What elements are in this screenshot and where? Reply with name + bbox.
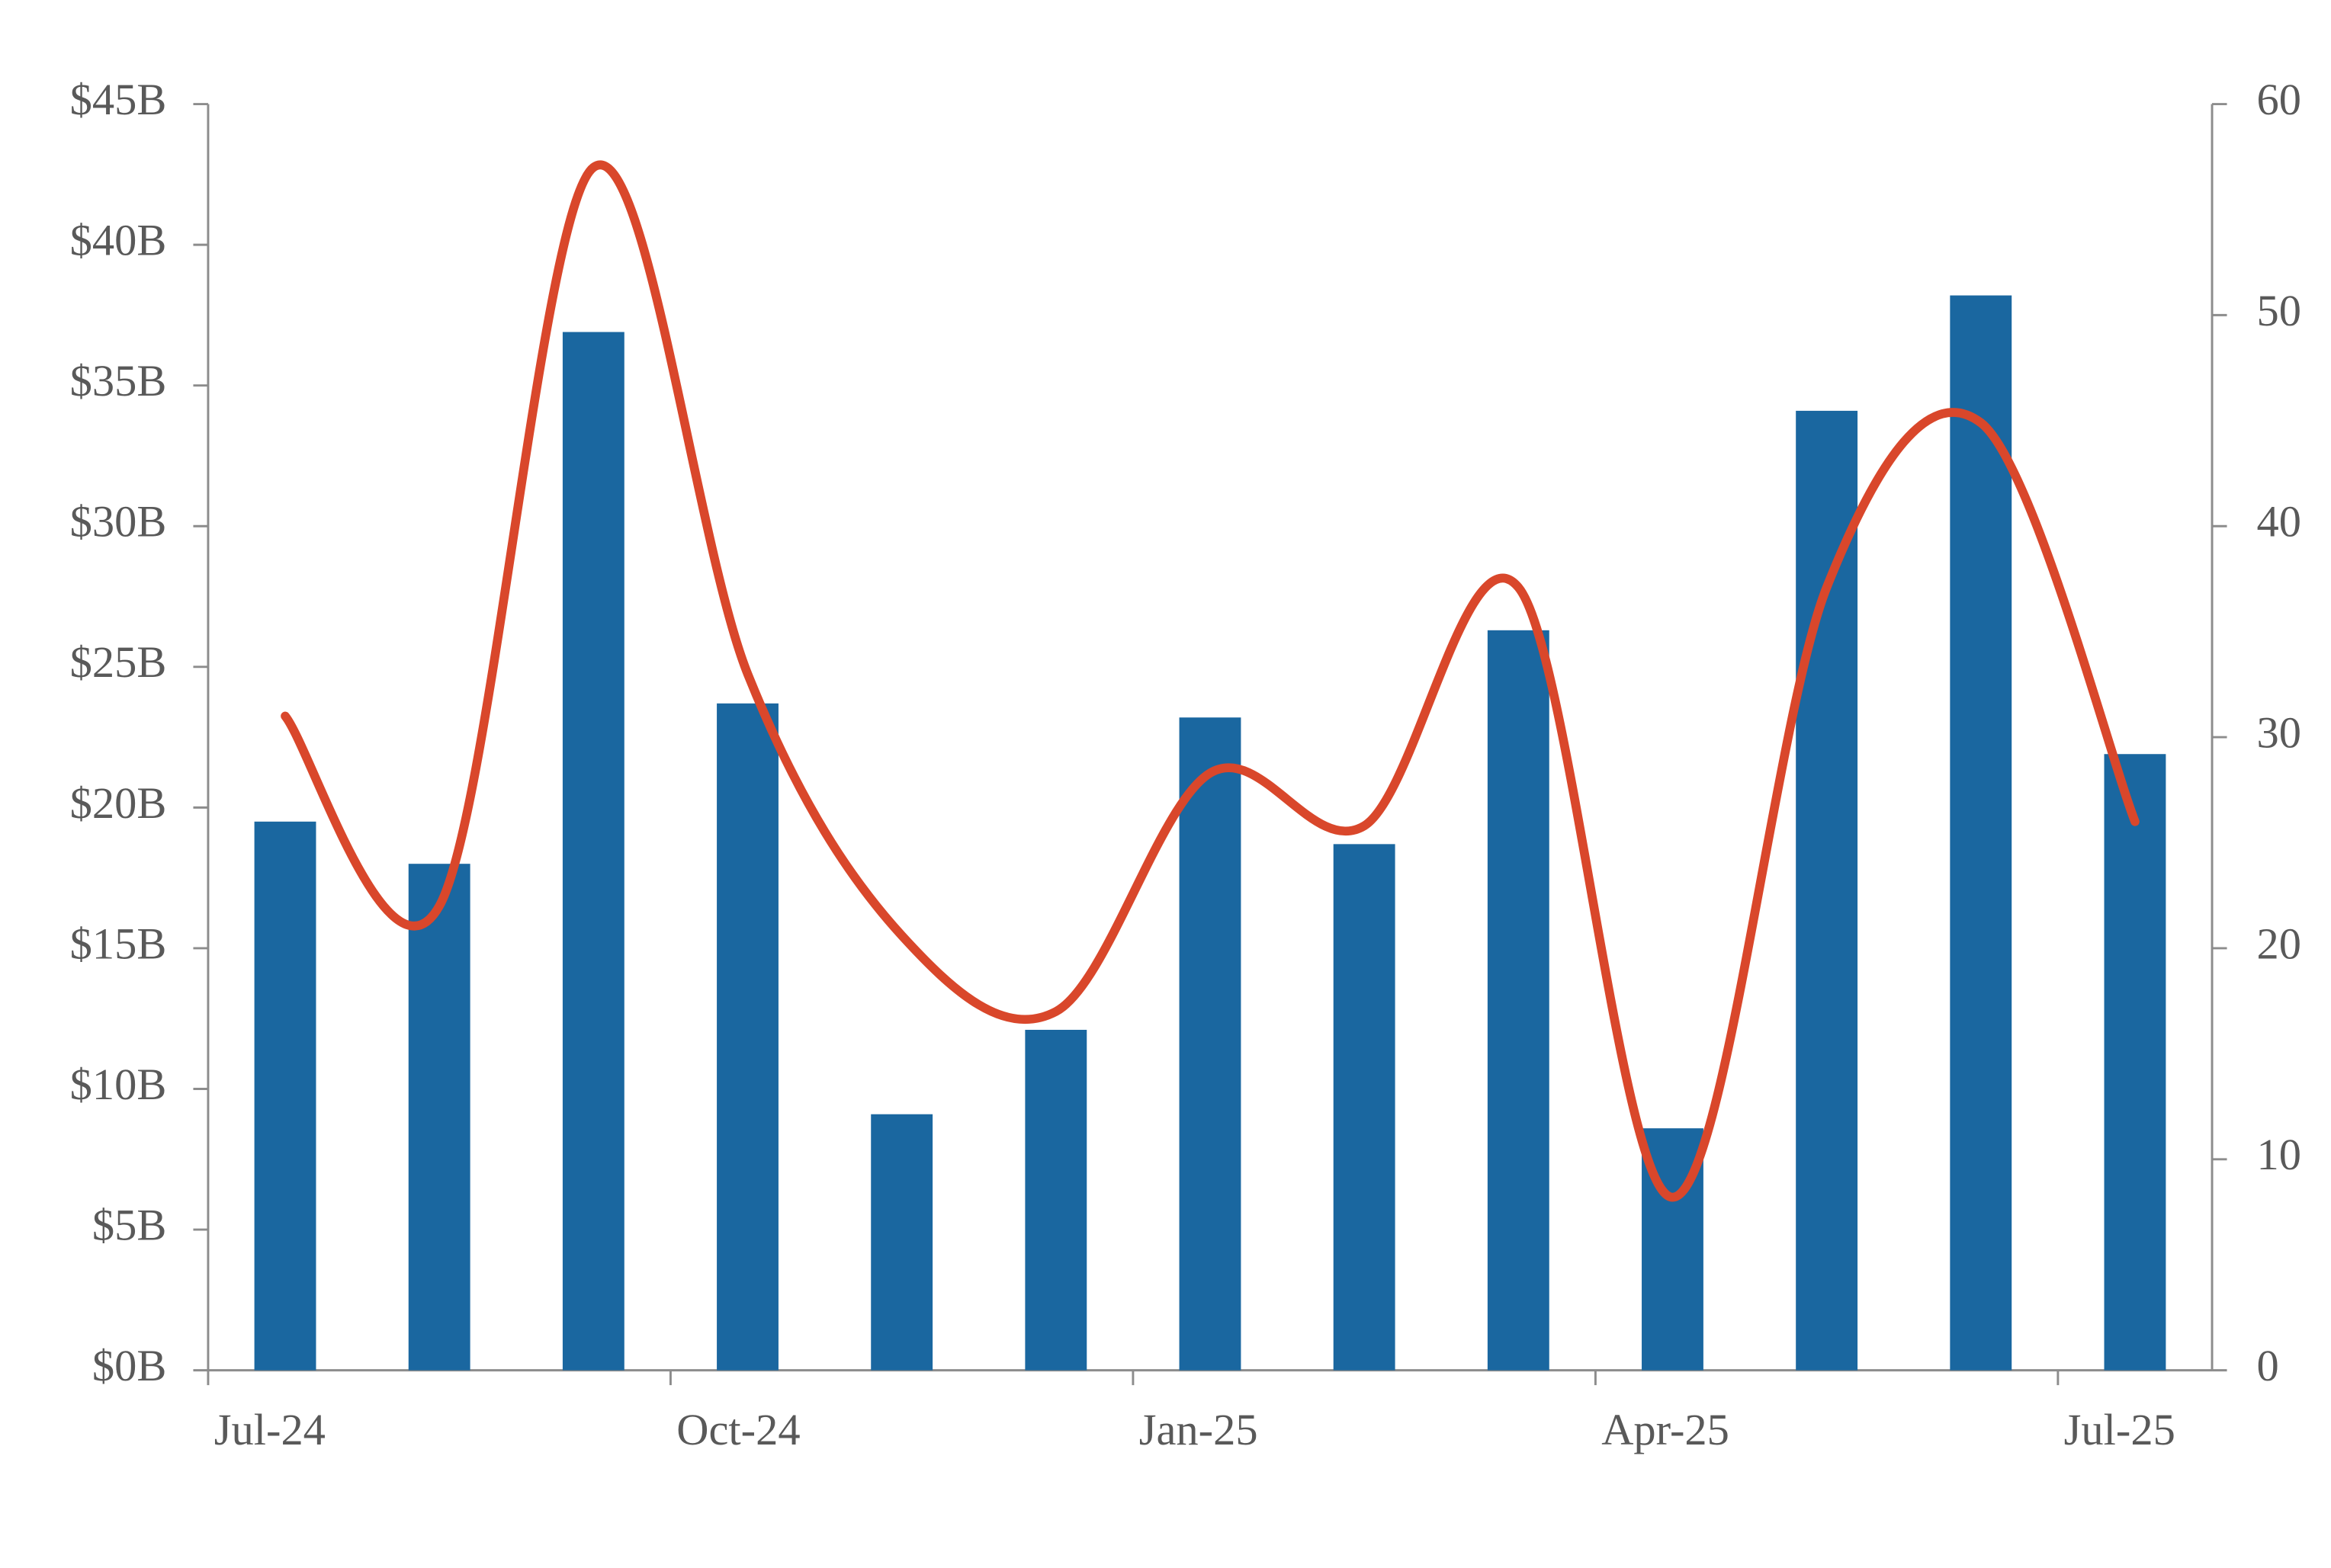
y-tick-label: $45B: [70, 75, 167, 124]
bar: [1179, 717, 1241, 1371]
x-tick-label: Jan-25: [1139, 1405, 1258, 1454]
bar: [408, 864, 470, 1371]
bar: [2104, 754, 2166, 1371]
y-tick-label: $15B: [70, 919, 167, 968]
y2-tick-label: 40: [2257, 497, 2301, 547]
x-tick-label: Jul-25: [2064, 1405, 2175, 1454]
x-tick-label: Apr-25: [1601, 1405, 1729, 1454]
bar: [871, 1114, 933, 1371]
x-tick-label: Jul-24: [214, 1405, 326, 1454]
y-tick-label: $20B: [70, 778, 167, 828]
y2-tick-label: 10: [2257, 1130, 2301, 1179]
y-tick-label: $10B: [70, 1060, 167, 1109]
y2-tick-label: 20: [2257, 919, 2301, 968]
bar: [1025, 1029, 1087, 1371]
y-tick-label: $25B: [70, 637, 167, 687]
bar: [1333, 844, 1395, 1371]
line: [281, 160, 2140, 1202]
x-tick-label: Oct-24: [676, 1405, 800, 1454]
bar: [254, 821, 316, 1371]
y2-tick-label: 50: [2257, 286, 2301, 335]
bar: [717, 703, 779, 1371]
bar: [1950, 295, 2012, 1371]
bar: [1796, 410, 1858, 1371]
y2-tick-label: 30: [2257, 708, 2301, 758]
y-tick-label: $30B: [70, 497, 167, 547]
y-tick-label: $35B: [70, 356, 167, 406]
y-tick-label: $40B: [70, 216, 167, 265]
y-tick-label: $0B: [92, 1341, 166, 1390]
y2-tick-label: 0: [2257, 1341, 2279, 1390]
y2-tick-label: 60: [2257, 75, 2301, 124]
y-tick-label: $5B: [92, 1200, 166, 1249]
bar: [562, 332, 624, 1371]
bar: [1487, 630, 1549, 1371]
